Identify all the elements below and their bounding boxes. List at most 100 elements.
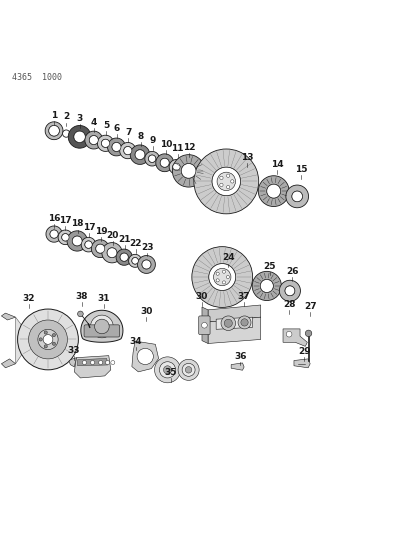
Text: 33: 33 <box>67 346 80 355</box>
Circle shape <box>95 319 109 334</box>
Wedge shape <box>252 271 282 301</box>
Circle shape <box>96 244 105 253</box>
Circle shape <box>99 360 103 365</box>
Circle shape <box>124 147 132 155</box>
Circle shape <box>216 279 219 282</box>
Text: 10: 10 <box>160 140 172 149</box>
Polygon shape <box>208 317 261 343</box>
Wedge shape <box>91 240 109 257</box>
Circle shape <box>160 158 169 167</box>
Text: 19: 19 <box>95 227 107 236</box>
Polygon shape <box>132 341 159 372</box>
Circle shape <box>305 330 312 337</box>
Text: 16: 16 <box>48 214 60 223</box>
Wedge shape <box>173 155 205 187</box>
Wedge shape <box>145 151 160 166</box>
Wedge shape <box>45 122 63 140</box>
Circle shape <box>220 183 223 187</box>
Text: 26: 26 <box>286 267 299 276</box>
Circle shape <box>224 319 233 327</box>
Circle shape <box>221 316 235 330</box>
Circle shape <box>241 319 248 326</box>
Text: 20: 20 <box>106 231 119 240</box>
Wedge shape <box>169 159 184 174</box>
Circle shape <box>142 260 151 269</box>
Text: 1: 1 <box>51 111 57 120</box>
Circle shape <box>18 309 78 370</box>
Circle shape <box>29 320 67 359</box>
Circle shape <box>44 331 47 334</box>
Circle shape <box>260 279 273 293</box>
Text: 28: 28 <box>283 300 295 309</box>
Text: 5: 5 <box>103 121 109 130</box>
Circle shape <box>216 272 219 275</box>
Circle shape <box>106 360 110 365</box>
Text: 11: 11 <box>171 144 184 153</box>
Text: 7: 7 <box>125 128 131 137</box>
Circle shape <box>202 322 207 328</box>
Text: 22: 22 <box>130 239 142 248</box>
Text: 36: 36 <box>234 351 247 360</box>
Wedge shape <box>194 149 259 214</box>
Circle shape <box>43 335 53 344</box>
Polygon shape <box>69 358 76 367</box>
Text: 13: 13 <box>241 153 253 162</box>
Circle shape <box>286 332 292 337</box>
Circle shape <box>49 125 59 136</box>
FancyBboxPatch shape <box>199 316 210 335</box>
Wedge shape <box>108 138 125 156</box>
Polygon shape <box>16 317 46 364</box>
Polygon shape <box>216 317 253 329</box>
Circle shape <box>89 135 98 144</box>
Polygon shape <box>81 310 123 342</box>
Text: 14: 14 <box>271 160 283 169</box>
Circle shape <box>62 130 70 137</box>
Polygon shape <box>202 307 208 343</box>
Circle shape <box>78 311 83 317</box>
Wedge shape <box>68 125 91 148</box>
Wedge shape <box>116 249 132 265</box>
Circle shape <box>85 241 92 248</box>
Text: 8: 8 <box>137 132 144 141</box>
Text: 29: 29 <box>298 346 311 356</box>
Text: 30: 30 <box>196 292 208 301</box>
Circle shape <box>226 276 229 279</box>
Circle shape <box>160 362 175 378</box>
Circle shape <box>222 281 226 284</box>
Circle shape <box>112 142 121 151</box>
Polygon shape <box>78 359 108 366</box>
Circle shape <box>292 191 302 201</box>
Wedge shape <box>102 243 122 263</box>
Circle shape <box>226 185 230 189</box>
Circle shape <box>182 364 195 376</box>
Wedge shape <box>286 185 308 208</box>
Circle shape <box>212 167 240 196</box>
Text: 35: 35 <box>164 368 177 377</box>
Text: 24: 24 <box>222 254 235 262</box>
Wedge shape <box>192 247 253 308</box>
Text: 25: 25 <box>264 262 276 271</box>
Text: 27: 27 <box>304 302 317 311</box>
Text: 32: 32 <box>23 294 35 303</box>
Circle shape <box>181 164 196 178</box>
Polygon shape <box>24 325 34 353</box>
Text: 21: 21 <box>119 235 131 244</box>
Circle shape <box>209 264 235 290</box>
Text: 18: 18 <box>71 220 84 229</box>
Wedge shape <box>130 145 150 164</box>
FancyBboxPatch shape <box>84 325 120 337</box>
Circle shape <box>217 172 235 191</box>
Circle shape <box>102 139 110 147</box>
Circle shape <box>185 367 192 373</box>
Text: 6: 6 <box>114 124 120 133</box>
Circle shape <box>74 131 85 142</box>
Circle shape <box>107 248 117 257</box>
Circle shape <box>39 338 42 341</box>
Wedge shape <box>137 255 155 273</box>
Circle shape <box>213 268 231 286</box>
Circle shape <box>82 360 86 365</box>
Circle shape <box>178 359 199 381</box>
Wedge shape <box>98 135 114 151</box>
Polygon shape <box>208 305 261 322</box>
Text: 38: 38 <box>75 292 88 301</box>
